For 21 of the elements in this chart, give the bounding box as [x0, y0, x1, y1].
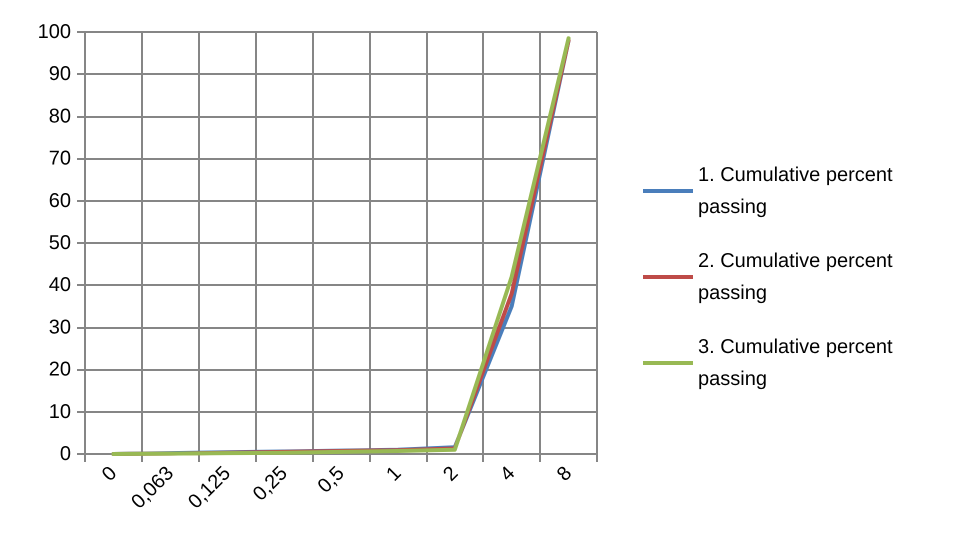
- y-tick-label: 30: [48, 316, 71, 338]
- x-tick-label: 8: [552, 462, 576, 486]
- x-tick-label: 4: [496, 462, 520, 486]
- y-tick-label: 40: [48, 274, 71, 296]
- x-tick-label: 0,5: [314, 462, 349, 498]
- x-tick-label: 0,25: [248, 462, 292, 506]
- y-tick-label: 0: [60, 443, 71, 465]
- y-tick-label: 20: [48, 358, 71, 381]
- y-tick-label: 10: [48, 400, 71, 423]
- y-tick-label: 50: [48, 232, 71, 254]
- x-tick-label: 2: [439, 462, 463, 486]
- x-tick-label: 0: [98, 462, 122, 486]
- y-tick-label: 80: [48, 105, 71, 128]
- legend-label: 2. Cumulative percent passing: [698, 250, 898, 304]
- y-tick-label: 60: [48, 190, 71, 212]
- legend-label: 1. Cumulative percent passing: [698, 164, 898, 218]
- y-tick-label: 70: [48, 148, 71, 170]
- y-tick-label: 90: [48, 63, 71, 86]
- legend-label: 3. Cumulative percent passing: [698, 336, 898, 390]
- y-tick-label: 100: [38, 21, 71, 43]
- x-tick-label: 1: [382, 462, 406, 486]
